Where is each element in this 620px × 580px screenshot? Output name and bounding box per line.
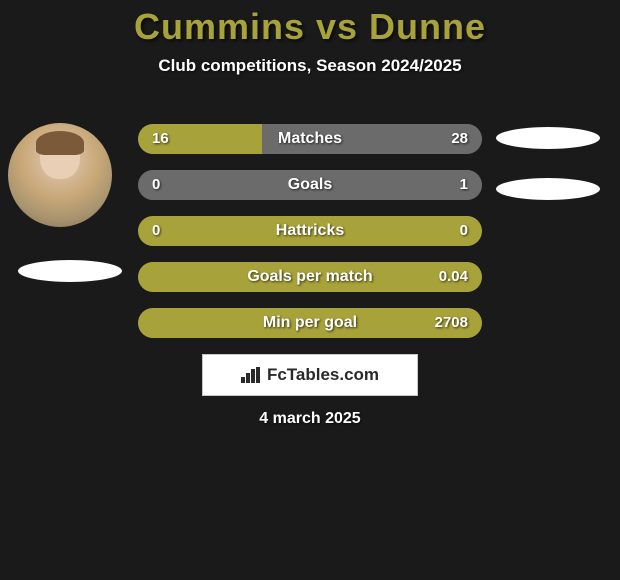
- bar-label: Goals: [288, 170, 332, 200]
- bar-label: Hattricks: [276, 216, 344, 246]
- bar-value-right: 0: [460, 216, 468, 246]
- subtitle: Club competitions, Season 2024/2025: [0, 56, 620, 76]
- bar-value-right: 2708: [435, 308, 468, 338]
- bar-label: Matches: [278, 124, 342, 154]
- bar-row-goals-per-match: Goals per match 0.04: [138, 262, 482, 292]
- branding-badge: FcTables.com: [202, 354, 418, 396]
- bar-value-left: 0: [152, 170, 160, 200]
- bar-value-right: 28: [451, 124, 468, 154]
- bar-label: Goals per match: [247, 262, 372, 292]
- bar-row-matches: 16 Matches 28: [138, 124, 482, 154]
- bar-row-goals: 0 Goals 1: [138, 170, 482, 200]
- player-right-nameplate-2: [496, 178, 600, 200]
- page-title: Cummins vs Dunne: [0, 0, 620, 48]
- bar-value-left: 0: [152, 216, 160, 246]
- bar-value-right: 1: [460, 170, 468, 200]
- bar-chart-icon: [241, 367, 261, 383]
- branding-text: FcTables.com: [267, 365, 379, 385]
- player-left-avatar: [8, 123, 112, 227]
- player-right-nameplate-1: [496, 127, 600, 149]
- bar-label: Min per goal: [263, 308, 357, 338]
- bar-row-hattricks: 0 Hattricks 0: [138, 216, 482, 246]
- bar-value-right: 0.04: [439, 262, 468, 292]
- bar-row-min-per-goal: Min per goal 2708: [138, 308, 482, 338]
- bar-value-left: 16: [152, 124, 169, 154]
- date-label: 4 march 2025: [0, 410, 620, 428]
- comparison-bars: 16 Matches 28 0 Goals 1 0 Hattricks 0 Go…: [138, 124, 482, 354]
- player-left-nameplate: [18, 260, 122, 282]
